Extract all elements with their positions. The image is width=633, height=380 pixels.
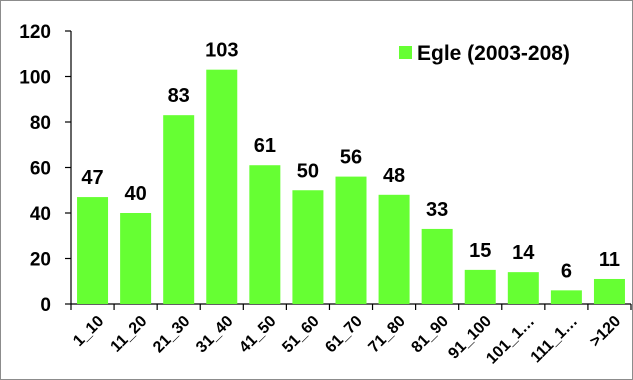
bar — [77, 197, 109, 304]
data-label: 83 — [168, 85, 190, 107]
data-label: 15 — [469, 240, 491, 262]
y-axis: 0 20 40 60 80 100 120 — [19, 22, 72, 316]
data-label: 33 — [426, 199, 448, 221]
data-labels: 47 40 83 103 61 50 56 48 33 15 14 6 11 — [81, 40, 620, 283]
bar — [593, 278, 625, 304]
x-tick-label: 31_40 — [193, 313, 237, 357]
x-tick-label: 51_60 — [279, 313, 323, 357]
bar — [550, 290, 582, 304]
x-tick-label: 101_1… — [483, 313, 538, 368]
data-label: 61 — [254, 135, 276, 157]
y-tick-label: 60 — [30, 159, 51, 180]
data-label: 40 — [124, 183, 146, 205]
x-tick-label: 71_80 — [365, 313, 409, 357]
data-label: 6 — [561, 260, 572, 282]
y-tick-label: 100 — [19, 68, 51, 89]
legend-swatch — [399, 46, 412, 59]
bar — [335, 176, 367, 304]
y-tick-label: 0 — [40, 295, 51, 316]
data-label: 50 — [297, 160, 319, 182]
x-tick-label: 41_50 — [236, 313, 280, 357]
bars — [77, 69, 625, 304]
x-tick-label: 111_1… — [528, 313, 582, 367]
bar — [292, 190, 324, 304]
data-label: 14 — [512, 242, 535, 264]
x-tick-label: 11_20 — [108, 313, 151, 356]
bar — [507, 272, 539, 304]
y-tick-label: 80 — [30, 113, 51, 134]
data-label: 103 — [205, 40, 238, 62]
bar — [378, 194, 410, 304]
bar — [206, 69, 238, 304]
x-tick-label: >120 — [587, 313, 625, 351]
bar — [421, 228, 453, 304]
y-tick-label: 40 — [30, 204, 51, 225]
x-tick-label: 21_30 — [150, 313, 194, 357]
legend: Egle (2003-208) — [399, 42, 570, 65]
data-label: 56 — [340, 147, 362, 169]
x-tick-label: 1_10 — [70, 313, 107, 350]
data-label: 11 — [599, 249, 620, 271]
y-tick-label: 120 — [19, 22, 51, 43]
bar — [464, 269, 496, 304]
x-axis: 1_10 11_20 21_30 31_40 41_50 51_60 61_70 71_80 8… — [70, 303, 632, 368]
data-label: 47 — [81, 167, 103, 189]
bar — [249, 165, 281, 304]
bar — [120, 213, 152, 304]
y-tick-label: 20 — [30, 250, 51, 271]
x-tick-label: 61_70 — [322, 313, 366, 357]
bar — [163, 115, 195, 304]
data-label: 48 — [383, 165, 405, 187]
legend-label: Egle (2003-208) — [417, 42, 570, 65]
